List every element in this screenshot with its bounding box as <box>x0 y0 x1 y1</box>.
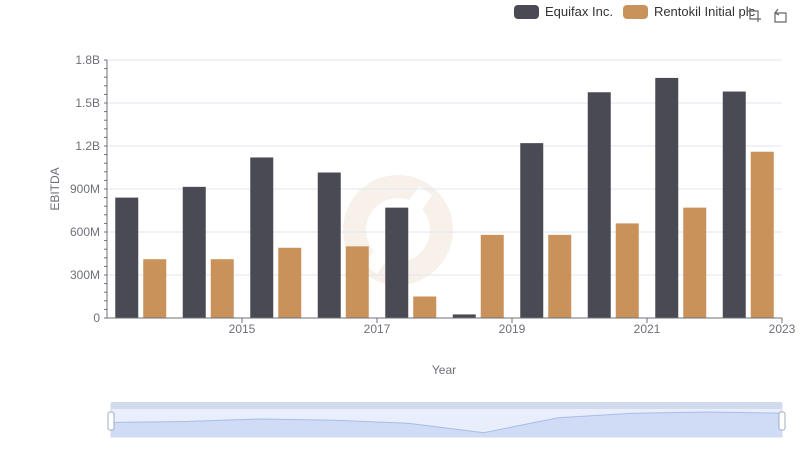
restore-icon[interactable] <box>772 7 788 23</box>
x-tick-label: 2019 <box>499 322 526 336</box>
datazoom-overview-area <box>111 412 782 437</box>
bar-rentokil <box>615 223 639 318</box>
bar-rentokil <box>480 234 504 318</box>
datazoom-top-bar <box>111 402 782 409</box>
bar-rentokil <box>750 151 774 318</box>
y-tick-label: 1.5B <box>75 96 100 110</box>
bar-equifax <box>655 77 679 319</box>
datazoom-handle-right <box>778 411 786 431</box>
bar-rentokil <box>143 259 167 318</box>
zoom-icon[interactable] <box>746 7 762 23</box>
bar-rentokil <box>413 296 437 318</box>
y-tick-label: 0 <box>93 311 100 325</box>
bar-equifax <box>115 197 139 318</box>
x-tick-label: 2017 <box>364 322 391 336</box>
x-axis-label: Year <box>432 363 456 377</box>
bar-equifax <box>317 172 341 318</box>
y-tick-label: 1.8B <box>75 53 100 67</box>
bar-rentokil <box>683 207 707 318</box>
bar-equifax <box>250 157 274 318</box>
bar-rentokil <box>278 247 302 318</box>
legend-item-equifax[interactable]: Equifax Inc. <box>514 4 613 19</box>
y-axis-label: EBITDA <box>48 167 62 210</box>
bar-rentokil <box>548 234 572 318</box>
legend-swatch-equifax <box>514 4 539 19</box>
axes-group: 0 300M 600M 900M 1.2B 1.5B 1.8B 2015 2017 2019 202… <box>70 53 796 336</box>
y-tick-label: 900M <box>70 182 100 196</box>
x-tick-label: 2021 <box>634 322 661 336</box>
y-tick-label: 600M <box>70 225 100 239</box>
bar-rentokil <box>210 259 234 318</box>
bar-equifax <box>385 207 409 318</box>
legend-label-rentokil: Rentokil Initial plc <box>653 4 756 19</box>
y-tick-label: 300M <box>70 268 100 282</box>
legend: Equifax Inc. Rentokil Initial plc <box>514 4 765 19</box>
bar-rentokil <box>345 246 369 318</box>
legend-swatch-rentokil <box>622 4 648 19</box>
bars-group <box>115 77 774 319</box>
legend-label-equifax: Equifax Inc. <box>545 4 613 19</box>
datazoom-handle-left <box>107 411 115 431</box>
bar-equifax <box>182 186 206 318</box>
bar-equifax <box>722 91 746 319</box>
bar-equifax <box>587 92 611 318</box>
toolbox <box>746 7 788 23</box>
legend-item-rentokil[interactable]: Rentokil Initial plc <box>622 4 756 19</box>
bar-equifax <box>520 143 544 318</box>
y-tick-label: 1.2B <box>75 139 100 153</box>
datazoom-overview-line <box>110 411 783 434</box>
x-tick-label: 2023 <box>769 322 796 336</box>
grid-lines <box>107 59 782 319</box>
x-tick-label: 2015 <box>229 322 256 336</box>
bar-equifax <box>452 314 476 318</box>
datazoom-slider[interactable] <box>107 402 786 438</box>
